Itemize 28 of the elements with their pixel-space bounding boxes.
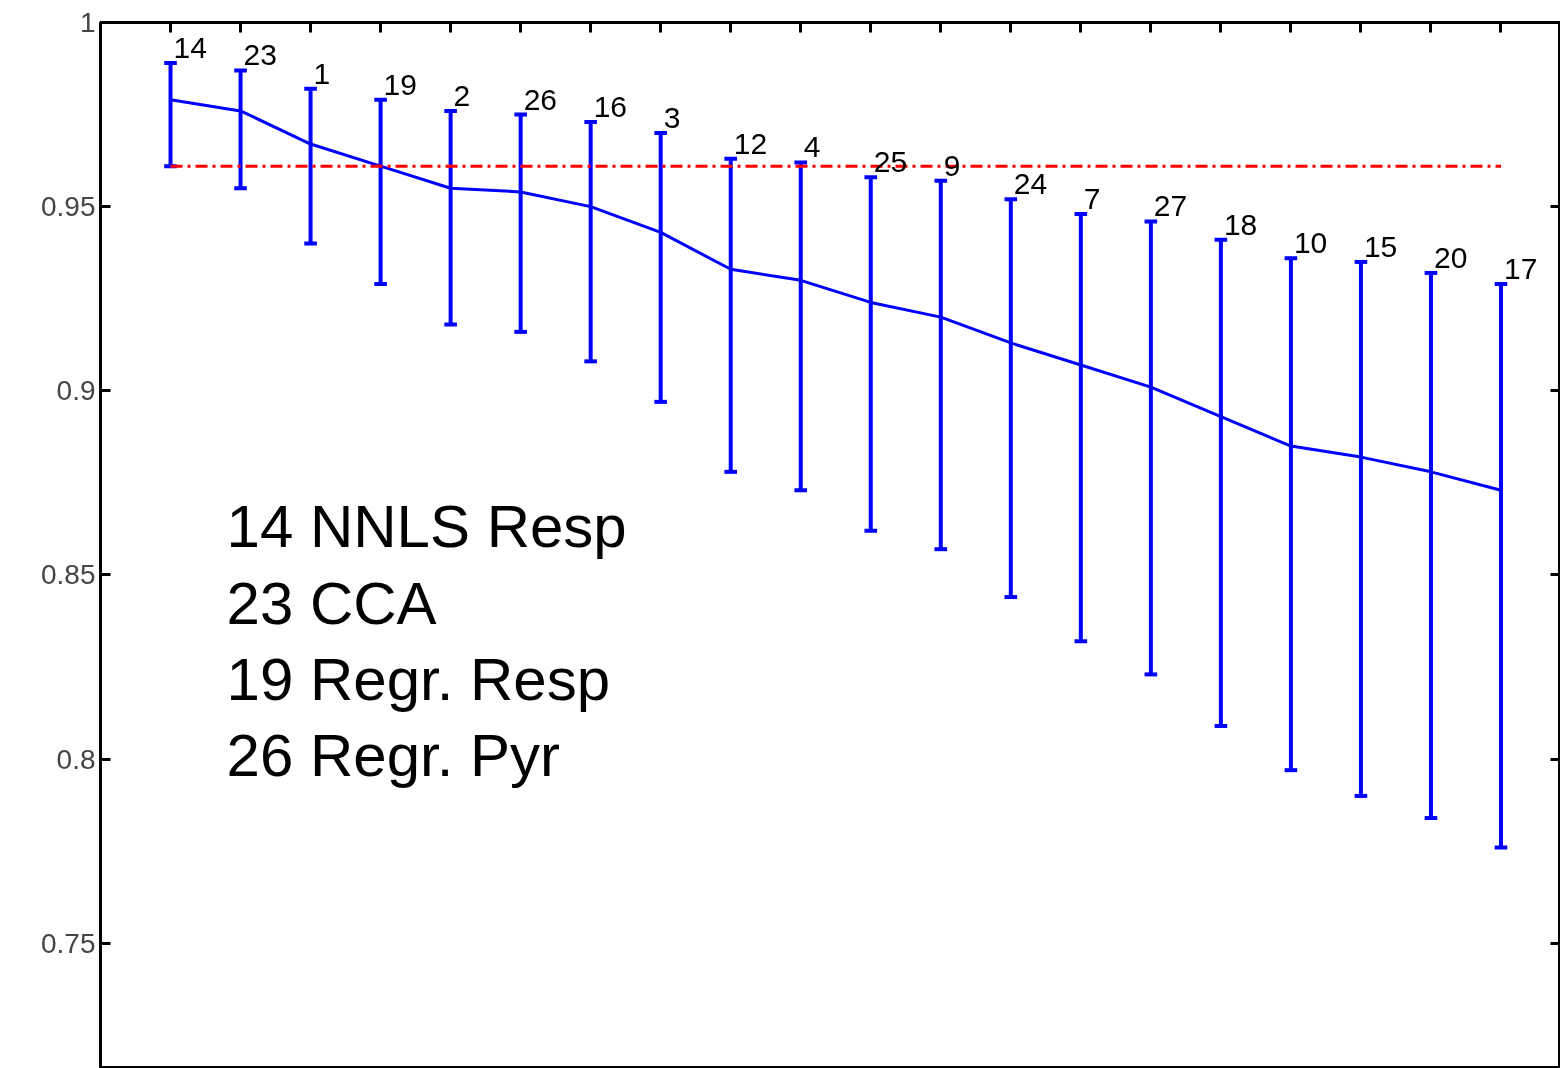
annotation: 14: [173, 31, 207, 65]
y-tick-label: 0.75: [41, 927, 96, 959]
annotation: 23 CCA: [226, 569, 437, 637]
annotation: 19 Regr. Resp: [226, 645, 611, 713]
annotation: 20: [1433, 240, 1468, 274]
annotation: 15: [1363, 229, 1398, 263]
annotation: 24: [1013, 167, 1048, 201]
annotation: 17: [1503, 252, 1538, 285]
y-tick-label: 0.95: [41, 191, 96, 223]
annotation: 1: [313, 56, 331, 90]
annotation: 19: [383, 67, 417, 101]
y-tick-label: 1: [79, 7, 96, 38]
annotation: 2: [453, 78, 471, 112]
annotation: 7: [1083, 182, 1101, 216]
annotation: 14 NNLS Resp: [226, 493, 627, 561]
annotation: 23: [243, 38, 277, 72]
y-tick-label: 0.9: [56, 375, 96, 407]
annotation: 10: [1293, 226, 1328, 260]
y-tick-label: 0.8: [56, 743, 96, 775]
annotation: 18: [1223, 207, 1258, 241]
annotation: 26 Regr. Pyr: [226, 722, 561, 790]
annotation: 12: [733, 126, 768, 160]
annotation: 16: [593, 89, 628, 123]
annotation: 26: [523, 82, 558, 116]
annotation: 4: [803, 130, 821, 164]
annotation: 3: [663, 100, 681, 134]
annotation: 27: [1153, 189, 1188, 223]
y-tick-label: 0.85: [41, 559, 96, 591]
